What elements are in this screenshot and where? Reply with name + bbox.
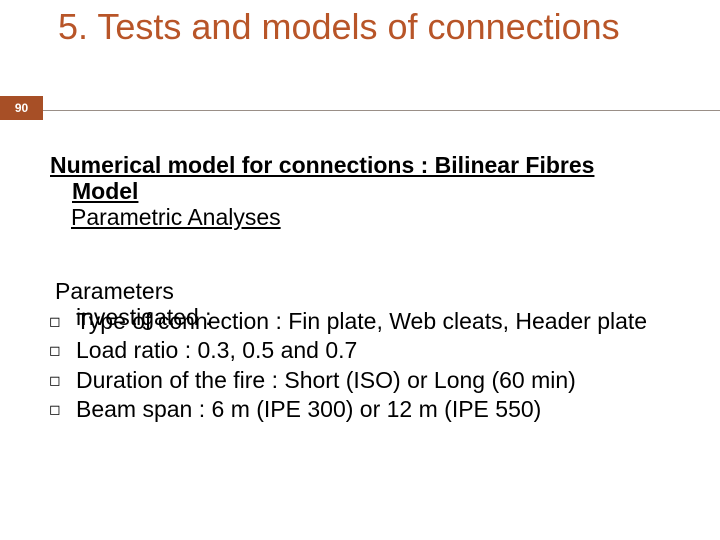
overlay-investigated: investigated : xyxy=(76,304,212,331)
title-divider xyxy=(0,110,720,111)
subheading-parametric: Parametric Analyses xyxy=(71,204,281,231)
parameters-heading: Parameters xyxy=(55,278,174,305)
bullet-icon: ◻ xyxy=(49,366,76,390)
list-item: ◻ Load ratio : 0.3, 0.5 and 0.7 xyxy=(49,336,689,365)
bullet-text: Beam span : 6 m (IPE 300) or 12 m (IPE 5… xyxy=(76,395,689,424)
bullet-text: Duration of the fire : Short (ISO) or Lo… xyxy=(76,366,689,395)
subheading-numerical-model: Numerical model for connections : Biline… xyxy=(50,152,690,205)
title-text: 5. Tests and models of connections xyxy=(58,6,698,47)
slide-title: 5. Tests and models of connections xyxy=(58,6,698,47)
bullet-text: Load ratio : 0.3, 0.5 and 0.7 xyxy=(76,336,689,365)
list-item: ◻ Beam span : 6 m (IPE 300) or 12 m (IPE… xyxy=(49,395,689,424)
subheading-line1: Numerical model for connections : Biline… xyxy=(50,152,594,178)
subheading-line2-model: Model xyxy=(72,178,690,204)
bullet-icon: ◻ xyxy=(49,395,76,419)
bullet-icon: ◻ xyxy=(49,336,76,360)
slide-number-badge: 90 xyxy=(0,96,43,120)
bullet-icon: ◻ xyxy=(49,307,76,331)
list-item: ◻ Duration of the fire : Short (ISO) or … xyxy=(49,366,689,395)
